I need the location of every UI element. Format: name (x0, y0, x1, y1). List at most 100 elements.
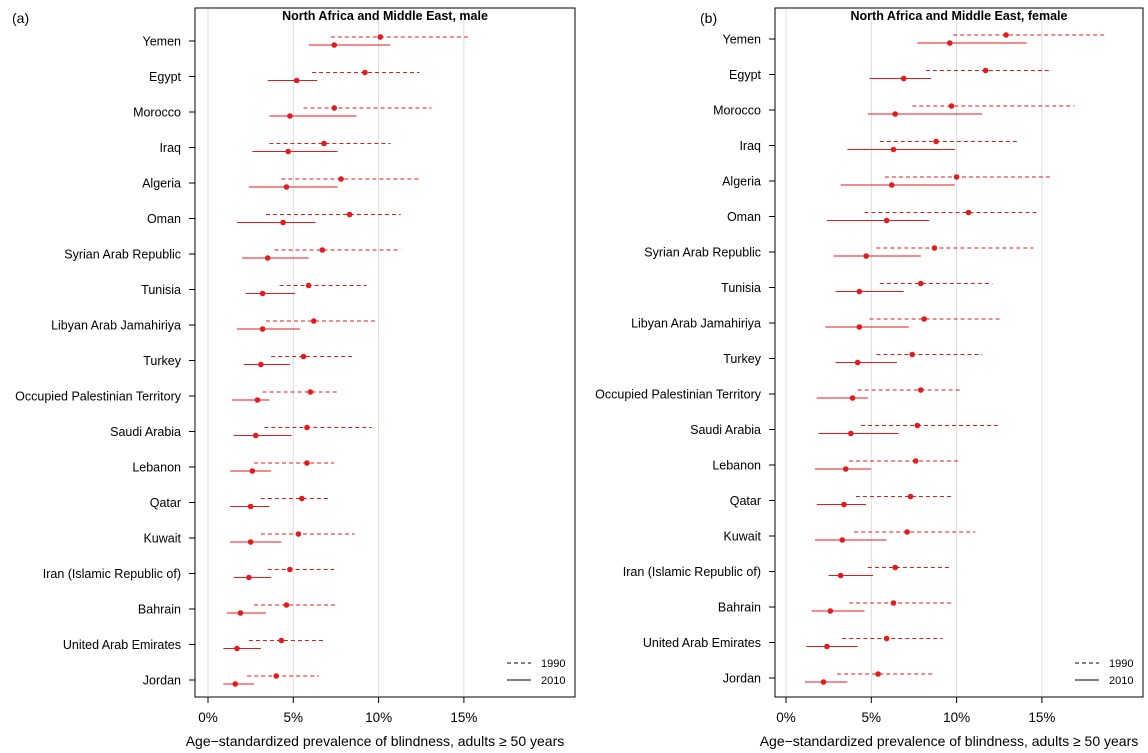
legend-label: 2010 (1109, 675, 1133, 687)
estimate-point-2010 (259, 326, 266, 332)
estimate-point-2010 (232, 681, 239, 687)
estimate-point-2010 (247, 539, 254, 545)
country-label: Morocco (133, 106, 181, 120)
estimate-point-2010 (249, 468, 256, 474)
estimate-point-2010 (848, 430, 854, 437)
estimate-point-1990 (931, 245, 938, 251)
estimate-point-2010 (247, 503, 254, 510)
country-label: Saudi Arabia (110, 425, 181, 439)
x-axis-label: Age−standardized prevalence of blindness… (760, 733, 1139, 749)
estimate-point-1990 (295, 531, 302, 537)
estimate-point-1990 (278, 637, 285, 644)
country-label: Iraq (159, 141, 181, 155)
estimate-point-2010 (827, 608, 834, 614)
estimate-point-1990 (904, 529, 910, 535)
estimate-point-1990 (883, 635, 890, 642)
panel-label: (b) (700, 10, 717, 26)
estimate-point-1990 (331, 105, 338, 111)
country-label: Occupied Palestinian Territory (595, 388, 762, 402)
country-label: Algeria (722, 175, 761, 189)
estimate-point-2010 (280, 219, 286, 226)
country-label: United Arab Emirates (643, 636, 761, 650)
estimate-point-2010 (331, 42, 338, 48)
country-label: Libyan Arab Jamahiriya (51, 319, 181, 333)
chart-title: North Africa and Middle East, female (851, 9, 1068, 23)
estimate-point-2010 (246, 574, 252, 581)
estimate-point-1990 (875, 671, 881, 677)
country-label: Kuwait (723, 530, 761, 544)
estimate-point-2010 (946, 40, 953, 46)
estimate-point-1990 (362, 69, 368, 76)
country-label: Tunisia (141, 283, 181, 297)
estimate-point-1990 (965, 209, 972, 216)
country-label: United Arab Emirates (63, 638, 181, 652)
country-label: Occupied Palestinian Territory (15, 390, 182, 404)
estimate-point-2010 (849, 395, 856, 401)
estimate-point-1990 (319, 247, 326, 253)
estimate-point-2010 (856, 288, 863, 295)
estimate-point-2010 (888, 182, 895, 188)
country-label: Syrian Arab Republic (64, 248, 181, 262)
legend-label: 1990 (541, 658, 565, 670)
estimate-point-1990 (299, 495, 305, 502)
estimate-point-2010 (892, 111, 898, 117)
estimate-point-1990 (933, 138, 939, 145)
estimate-point-1990 (305, 282, 312, 289)
country-label: Morocco (713, 104, 761, 118)
country-label: Bahrain (718, 601, 761, 615)
country-label: Iraq (739, 139, 761, 153)
country-label: Jordan (143, 674, 181, 688)
country-label: Saudi Arabia (690, 423, 761, 437)
country-label: Syrian Arab Republic (644, 246, 761, 260)
estimate-point-1990 (912, 458, 919, 464)
country-label: Oman (727, 210, 761, 224)
estimate-point-1990 (921, 316, 927, 322)
estimate-point-1990 (310, 318, 317, 324)
chart-title: North Africa and Middle East, male (282, 9, 488, 23)
country-label: Yemen (143, 35, 182, 49)
x-axis-label: Age−standardized prevalence of blindness… (186, 733, 565, 749)
estimate-point-1990 (948, 103, 955, 109)
estimate-point-1990 (283, 602, 290, 608)
estimate-point-1990 (287, 566, 293, 573)
estimate-point-2010 (854, 359, 861, 366)
estimate-point-2010 (856, 324, 863, 330)
estimate-point-1990 (982, 67, 989, 74)
estimate-point-2010 (287, 113, 293, 119)
panel-female: North Africa and Middle East, female (b) 0… (595, 7, 1144, 749)
x-tick-label: 5% (284, 710, 304, 725)
estimate-point-2010 (820, 679, 827, 685)
country-label: Bahrain (138, 603, 181, 617)
estimate-point-1990 (917, 387, 924, 393)
estimate-point-2010 (842, 466, 849, 472)
estimate-point-1990 (300, 353, 307, 360)
country-label: Tunisia (721, 281, 761, 295)
estimate-point-2010 (258, 361, 264, 368)
country-label: Libyan Arab Jamahiriya (631, 317, 761, 331)
x-tick-label: 5% (862, 710, 882, 725)
estimate-point-1990 (1003, 32, 1009, 38)
country-label: Turkey (143, 354, 181, 368)
estimate-point-1990 (307, 389, 314, 395)
estimate-point-1990 (890, 600, 897, 606)
estimate-point-1990 (321, 140, 327, 147)
x-tick-label: 0% (776, 710, 796, 725)
country-label: Algeria (142, 177, 181, 191)
estimate-point-1990 (909, 351, 916, 358)
country-label: Qatar (150, 496, 181, 510)
estimate-point-1990 (907, 493, 914, 500)
estimate-point-2010 (837, 572, 844, 579)
estimate-point-2010 (283, 184, 290, 190)
estimate-point-2010 (237, 610, 244, 616)
estimate-point-2010 (900, 75, 907, 82)
estimate-point-1990 (304, 424, 310, 431)
panel-male: North Africa and Middle East, male (a) 0% 5… (12, 7, 576, 749)
estimate-point-2010 (259, 290, 266, 297)
country-label: Egypt (149, 70, 181, 84)
estimate-point-2010 (824, 643, 830, 650)
estimate-point-1990 (953, 174, 960, 180)
panel-label: (a) (12, 10, 29, 26)
estimate-point-2010 (890, 146, 897, 153)
estimate-point-1990 (304, 460, 310, 466)
